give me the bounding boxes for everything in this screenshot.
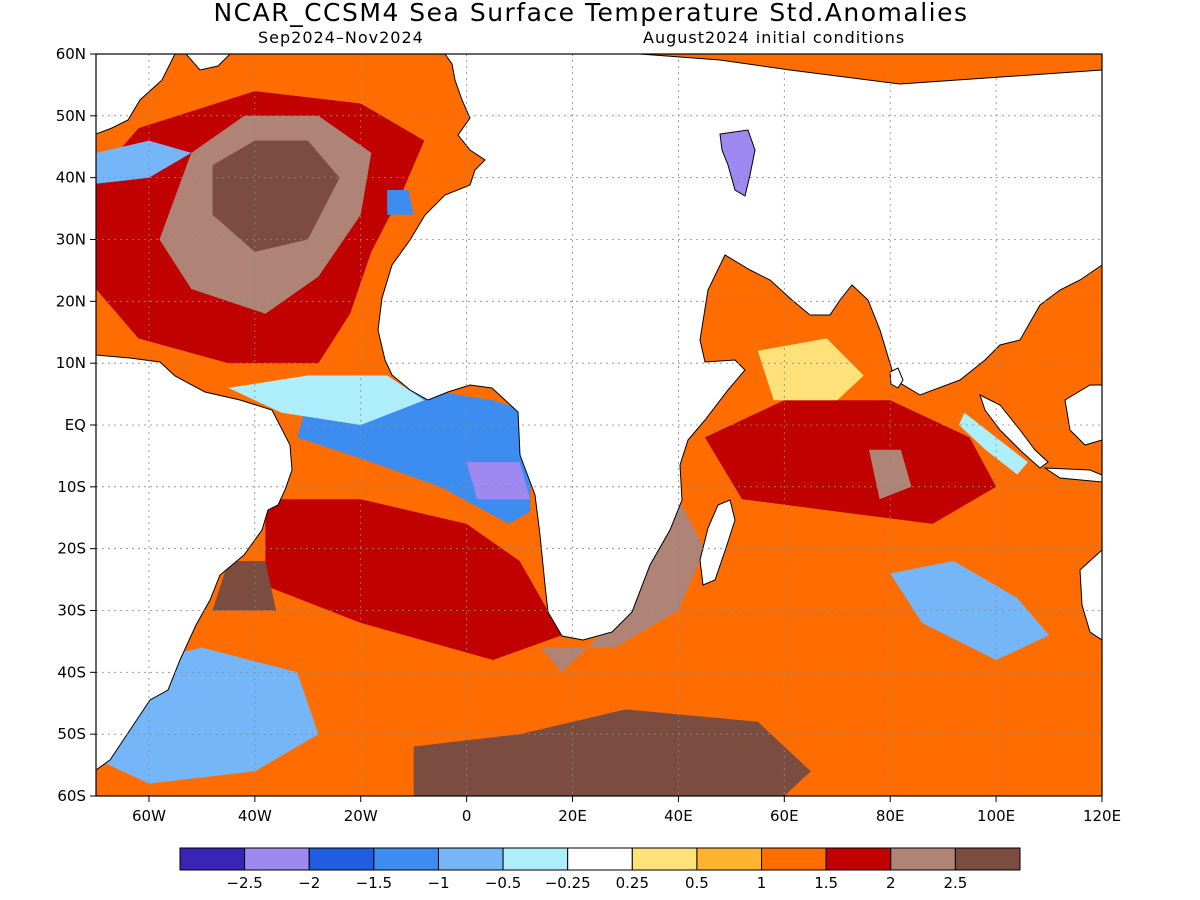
anomaly-region-equatorial-cool-band bbox=[228, 375, 425, 425]
colorbar-swatch bbox=[244, 847, 310, 871]
colorbar-label: 1 bbox=[757, 874, 767, 892]
anomaly-region-angola-very-cold bbox=[466, 462, 531, 500]
colorbar-swatch bbox=[890, 847, 956, 871]
colorbar-label: −2 bbox=[298, 874, 320, 892]
anomaly-field bbox=[96, 91, 1050, 796]
colorbar-label: −1 bbox=[427, 874, 449, 892]
lat-tick-label: 30N bbox=[56, 231, 86, 249]
land-sri-lanka bbox=[889, 367, 904, 389]
lon-tick-label: 100E bbox=[977, 807, 1015, 825]
anomaly-region-indian-ocean-warm bbox=[704, 400, 997, 524]
gridlines bbox=[96, 54, 1102, 796]
lat-tick-label: 20N bbox=[56, 292, 86, 310]
colorbar-label: 0.25 bbox=[616, 874, 649, 892]
lat-tick-label: 40S bbox=[57, 663, 86, 681]
land-australia bbox=[1079, 549, 1102, 641]
land-java bbox=[1043, 467, 1102, 483]
initial-conditions: August2024 initial conditions bbox=[643, 28, 906, 47]
land-north-america bbox=[96, 54, 176, 135]
colorbar-swatch bbox=[373, 847, 439, 871]
colorbar-swatch bbox=[437, 847, 504, 871]
lon-tick-label: 40W bbox=[238, 807, 272, 825]
colorbar-label: −2.5 bbox=[226, 874, 262, 892]
lat-tick-label: 30S bbox=[57, 602, 86, 620]
anomaly-region-north-atlantic-extreme bbox=[212, 140, 340, 252]
lat-tick-label: 10N bbox=[56, 354, 86, 372]
lat-tick-label: 20S bbox=[57, 540, 86, 558]
colorbar-swatch bbox=[567, 847, 633, 871]
colorbar-swatch bbox=[502, 847, 569, 871]
color-scale-legend: −2.5 −2 −1.5 −1 −0.5 −0.25 0.25 0.5 1 1.5 2 2.5 bbox=[179, 847, 1021, 892]
colorbar-swatch bbox=[308, 847, 375, 871]
lat-tick-label: 40N bbox=[56, 169, 86, 187]
lat-tick-label: 50N bbox=[56, 107, 86, 125]
colorbar-swatch bbox=[696, 847, 763, 871]
land-madagascar bbox=[699, 499, 736, 586]
colorbar-label: 1.5 bbox=[814, 874, 838, 892]
colorbar-swatch bbox=[954, 847, 1021, 871]
lat-tick-label: 10S bbox=[57, 478, 86, 496]
land-borneo bbox=[1064, 384, 1102, 446]
lon-tick-label: 40E bbox=[664, 807, 693, 825]
anomaly-region-gulf-stream-cold bbox=[96, 140, 192, 184]
lon-tick-label: 120E bbox=[1083, 807, 1121, 825]
anomaly-region-azores-cold-spot bbox=[387, 190, 414, 215]
colorbar-label: −1.5 bbox=[356, 874, 392, 892]
lat-tick-label: EQ bbox=[65, 416, 86, 434]
colorbar-swatch bbox=[631, 847, 698, 871]
lon-tick-label: 20E bbox=[558, 807, 587, 825]
colorbar-swatch bbox=[825, 847, 892, 871]
anomaly-region-agulhas-warm bbox=[540, 499, 705, 673]
colorbar-label: 0.5 bbox=[685, 874, 709, 892]
land-caspian-cutout bbox=[719, 129, 756, 197]
lat-tick-label: 50S bbox=[57, 725, 86, 743]
lat-tick-label: 60N bbox=[56, 45, 86, 63]
land-europe-africa bbox=[377, 54, 1102, 641]
colorbar-label: −0.25 bbox=[545, 874, 591, 892]
lon-tick-label: 80E bbox=[876, 807, 905, 825]
land-masses bbox=[96, 54, 1102, 771]
anomaly-region-sumatra-cool bbox=[959, 412, 1028, 475]
colorbar-swatch bbox=[761, 847, 827, 871]
longitude-axis: 60W 40W 20W 0 20E 40E 60E 80E 100E 120E bbox=[132, 796, 1121, 825]
map-title: NCAR_CCSM4 Sea Surface Temperature Std.A… bbox=[213, 0, 969, 27]
lon-tick-label: 20W bbox=[344, 807, 378, 825]
lon-tick-label: 60E bbox=[770, 807, 799, 825]
lat-tick-label: 60S bbox=[57, 787, 86, 805]
colorbar-label: 2 bbox=[886, 874, 896, 892]
lon-tick-label: 0 bbox=[462, 807, 472, 825]
anomaly-region-south-atlantic-warm bbox=[265, 499, 562, 660]
land-sumatra bbox=[979, 394, 1049, 469]
colorbar-label: 2.5 bbox=[943, 874, 967, 892]
anomaly-region-brazil-coast-very-warm bbox=[212, 561, 276, 611]
land-greenland-edge bbox=[185, 54, 231, 71]
colorbar-label: −0.5 bbox=[485, 874, 521, 892]
lon-tick-label: 60W bbox=[132, 807, 166, 825]
forecast-period: Sep2024–Nov2024 bbox=[258, 28, 424, 47]
latitude-axis: 60N 50N 40N 30N 20N 10N EQ 10S 20S 30S 40S 50S 60S bbox=[56, 45, 96, 805]
anomaly-region-southern-ocean-very-warm bbox=[413, 709, 811, 796]
colorbar-swatch bbox=[179, 847, 246, 871]
land-south-america-north bbox=[96, 354, 293, 771]
anomaly-region-southeast-indian-cold bbox=[890, 561, 1050, 660]
